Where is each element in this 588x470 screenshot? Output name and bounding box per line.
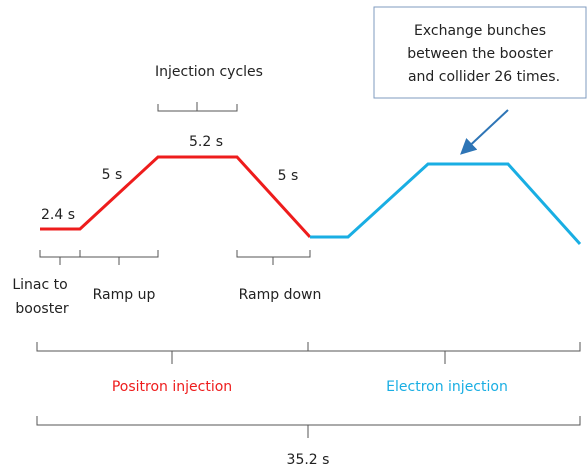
label: 5.2 s — [189, 134, 223, 150]
label: Positron injection — [112, 379, 232, 395]
label: Injection cycles — [155, 64, 263, 80]
label: Linac to — [12, 277, 67, 293]
label: 35.2 s — [287, 452, 330, 468]
bracket — [307, 342, 581, 364]
electron-cycle — [310, 162, 582, 246]
label: 5 s — [278, 168, 299, 184]
bracket — [157, 102, 238, 112]
label: Electron injection — [386, 379, 508, 395]
label: 2.4 s — [41, 207, 75, 223]
callout-box — [373, 6, 587, 99]
positron-cycle — [40, 155, 312, 239]
bracket — [36, 416, 581, 438]
label: booster — [15, 301, 68, 317]
callout-arrow — [460, 109, 509, 155]
bracket — [39, 250, 81, 265]
label: Ramp up — [93, 287, 156, 303]
bracket — [36, 342, 309, 364]
label: Ramp down — [239, 287, 322, 303]
callout-text: and collider 26 times. — [408, 69, 560, 85]
bracket — [236, 250, 311, 265]
label: 5 s — [102, 167, 123, 183]
callout-text: between the booster — [407, 46, 553, 62]
callout-text: Exchange bunches — [414, 23, 546, 39]
bracket — [79, 250, 159, 265]
